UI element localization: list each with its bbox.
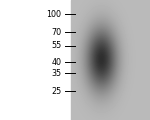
Text: 40: 40: [51, 58, 61, 67]
Text: 100: 100: [46, 10, 62, 19]
Text: 35: 35: [51, 69, 62, 78]
Text: 55: 55: [51, 41, 62, 50]
Text: 25: 25: [51, 87, 62, 96]
Text: 70: 70: [51, 28, 62, 37]
Bar: [70, 0, 150, 120]
